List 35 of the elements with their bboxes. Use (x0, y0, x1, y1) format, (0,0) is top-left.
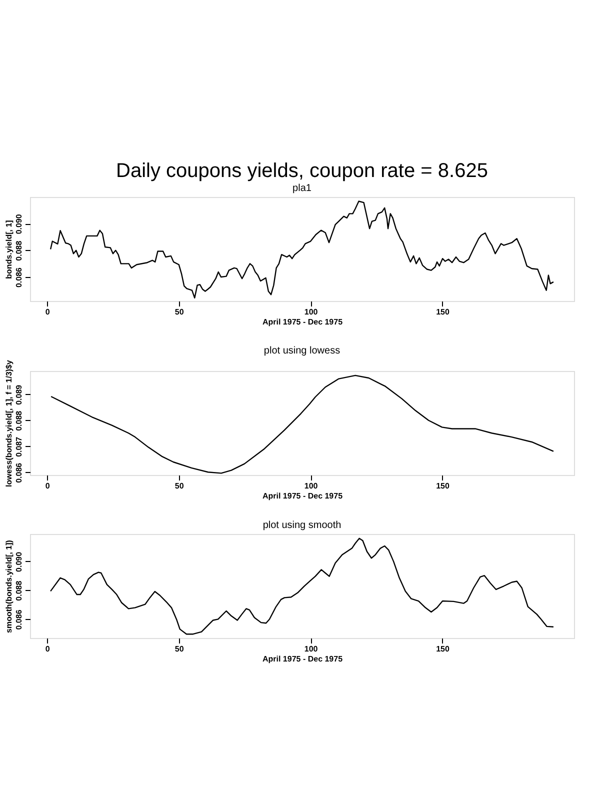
y-axis-title: lowess(bonds.yield[, 1], f = 1/3)$y (4, 359, 14, 487)
y-tick-label: 0.088 (14, 240, 24, 261)
x-tick-label: 150 (436, 308, 450, 316)
x-axis-title: April 1975 - Dec 1975 (262, 492, 344, 500)
x-tick-label: 0 (45, 482, 50, 490)
x-axis-title: April 1975 - Dec 1975 (262, 318, 344, 326)
y-axis-title: bonds.yield[, 1] (4, 220, 14, 279)
x-tick-label: 150 (436, 482, 450, 490)
x-tick-label: 100 (304, 482, 318, 490)
y-tick-label: 0.090 (14, 551, 24, 572)
x-tick-label: 0 (45, 644, 50, 654)
y-axis-title: smooth(bonds.yield[, 1]) (4, 540, 14, 633)
x-axis-title: April 1975 - Dec 1975 (262, 654, 344, 664)
y-tick-label: 0.086 (14, 266, 24, 288)
y-tick-label: 0.088 (14, 410, 24, 431)
line-series (50, 200, 554, 299)
x-tick-label: 150 (436, 644, 450, 654)
y-tick-label: 0.088 (14, 580, 24, 601)
y-tick-label: 0.090 (14, 214, 24, 234)
y-tick-label: 0.086 (14, 462, 24, 483)
x-tick-label: 50 (174, 308, 184, 316)
chart-title: plot using lowess (264, 346, 340, 357)
y-tick-label: 0.086 (14, 609, 24, 630)
line-series (50, 538, 554, 635)
x-tick-label: 100 (304, 308, 318, 316)
chart-title: Daily coupons yields, coupon rate = 8.625 (116, 160, 488, 182)
chart-title: plot using smooth (262, 520, 342, 531)
x-tick-label: 50 (174, 644, 184, 654)
line-series (50, 374, 554, 474)
y-tick-label: 0.089 (14, 384, 24, 405)
y-tick-label: 0.087 (14, 436, 24, 457)
x-tick-label: 50 (174, 482, 184, 490)
x-tick-label: 100 (304, 644, 318, 654)
x-tick-label: 0 (45, 308, 50, 316)
chart-subtitle: pla1 (292, 183, 312, 194)
